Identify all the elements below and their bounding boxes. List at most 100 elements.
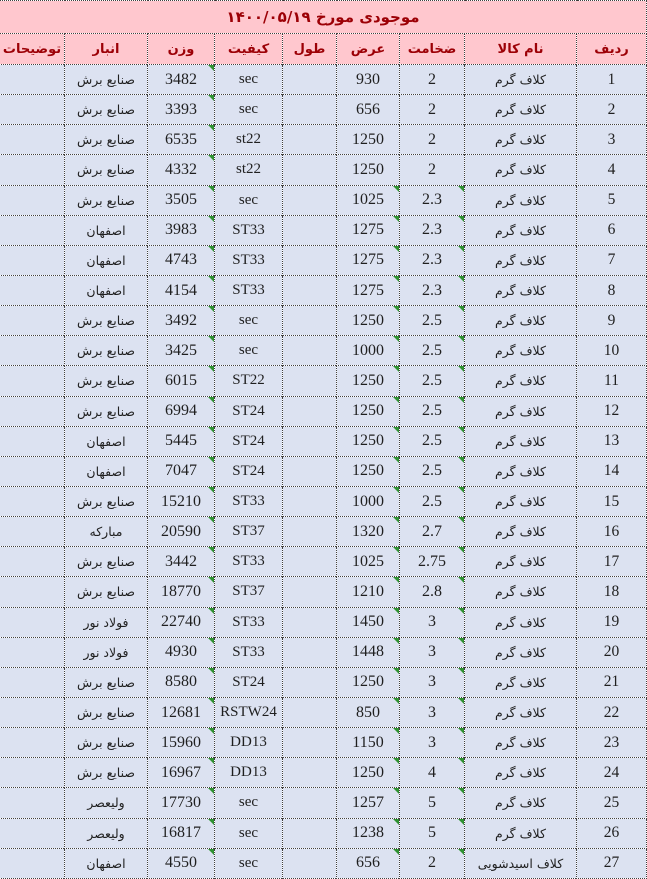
cell-weight[interactable]: 4550 (147, 847, 215, 879)
cell-item[interactable]: کلاف گرم (464, 606, 577, 638)
cell-warehouse[interactable]: فولاد نور (64, 606, 148, 638)
cell-quality[interactable]: ST24 (214, 666, 283, 698)
cell-warehouse[interactable]: صنایع برش (64, 305, 148, 337)
cell-width[interactable]: 1275 (336, 214, 400, 246)
cell-width[interactable]: 1210 (336, 576, 400, 608)
cell-notes[interactable] (0, 606, 65, 638)
cell-width[interactable]: 1250 (336, 757, 400, 789)
cell-thickness[interactable]: 3 (399, 696, 465, 729)
cell-thickness[interactable]: 5 (399, 817, 465, 849)
cell-thickness[interactable]: 2.5 (399, 305, 465, 337)
cell-radif[interactable]: 8 (576, 274, 647, 307)
cell-thickness[interactable]: 2.8 (399, 576, 465, 608)
cell-warehouse[interactable]: صنایع برش (64, 184, 148, 216)
cell-length[interactable] (282, 124, 337, 156)
cell-weight[interactable]: 16817 (147, 817, 215, 849)
cell-quality[interactable]: ST33 (214, 636, 283, 668)
cell-notes[interactable] (0, 244, 65, 276)
cell-notes[interactable] (0, 485, 65, 518)
cell-notes[interactable] (0, 365, 65, 397)
cell-width[interactable]: 1250 (336, 425, 400, 457)
cell-notes[interactable] (0, 576, 65, 608)
cell-width[interactable]: 1000 (336, 335, 400, 367)
cell-length[interactable] (282, 516, 337, 548)
cell-radif[interactable]: 10 (576, 335, 647, 367)
cell-item[interactable]: کلاف گرم (464, 305, 577, 337)
cell-length[interactable] (282, 184, 337, 216)
cell-thickness[interactable]: 2.75 (399, 546, 465, 578)
cell-warehouse[interactable]: اصفهان (64, 847, 148, 879)
cell-thickness[interactable]: 2.3 (399, 244, 465, 276)
cell-item[interactable]: کلاف گرم (464, 244, 577, 276)
cell-radif[interactable]: 7 (576, 244, 647, 276)
cell-warehouse[interactable]: صنایع برش (64, 757, 148, 789)
cell-quality[interactable]: sec (214, 63, 283, 96)
cell-item[interactable]: کلاف گرم (464, 636, 577, 668)
cell-notes[interactable] (0, 516, 65, 548)
cell-length[interactable] (282, 305, 337, 337)
cell-length[interactable] (282, 696, 337, 729)
cell-item[interactable]: کلاف اسیدشویی (464, 847, 577, 879)
cell-notes[interactable] (0, 124, 65, 156)
cell-length[interactable] (282, 274, 337, 307)
cell-thickness[interactable]: 2 (399, 63, 465, 96)
cell-item[interactable]: کلاف گرم (464, 365, 577, 397)
cell-quality[interactable]: sec (214, 847, 283, 879)
cell-width[interactable]: 1450 (336, 606, 400, 638)
cell-notes[interactable] (0, 184, 65, 216)
cell-item[interactable]: کلاف گرم (464, 124, 577, 156)
cell-radif[interactable]: 17 (576, 546, 647, 578)
cell-item[interactable]: کلاف گرم (464, 184, 577, 216)
cell-thickness[interactable]: 2.3 (399, 214, 465, 246)
cell-item[interactable]: کلاف گرم (464, 274, 577, 307)
cell-length[interactable] (282, 365, 337, 397)
cell-warehouse[interactable]: صنایع برش (64, 94, 148, 126)
cell-weight[interactable]: 4743 (147, 244, 215, 276)
cell-width[interactable]: 1000 (336, 485, 400, 518)
cell-notes[interactable] (0, 787, 65, 819)
column-header-quality[interactable]: کیفیت (214, 33, 283, 65)
cell-width[interactable]: 656 (336, 94, 400, 126)
cell-thickness[interactable]: 2 (399, 124, 465, 156)
cell-warehouse[interactable]: ولیعصر (64, 787, 148, 819)
cell-width[interactable]: 1275 (336, 244, 400, 276)
cell-radif[interactable]: 13 (576, 425, 647, 457)
cell-item[interactable]: کلاف گرم (464, 757, 577, 789)
cell-warehouse[interactable]: ولیعصر (64, 817, 148, 849)
cell-warehouse[interactable]: صنایع برش (64, 63, 148, 96)
cell-warehouse[interactable]: اصفهان (64, 425, 148, 457)
cell-radif[interactable]: 9 (576, 305, 647, 337)
cell-width[interactable]: 930 (336, 63, 400, 96)
cell-quality[interactable]: ST37 (214, 576, 283, 608)
cell-quality[interactable]: DD13 (214, 727, 283, 759)
cell-notes[interactable] (0, 335, 65, 367)
cell-length[interactable] (282, 425, 337, 457)
column-header-width[interactable]: عرض (336, 33, 400, 65)
cell-warehouse[interactable]: صنایع برش (64, 154, 148, 186)
cell-radif[interactable]: 20 (576, 636, 647, 668)
cell-warehouse[interactable]: صنایع برش (64, 365, 148, 397)
cell-thickness[interactable]: 2.5 (399, 365, 465, 397)
cell-radif[interactable]: 16 (576, 516, 647, 548)
cell-width[interactable]: 656 (336, 847, 400, 879)
cell-notes[interactable] (0, 636, 65, 668)
cell-width[interactable]: 1250 (336, 124, 400, 156)
cell-warehouse[interactable]: اصفهان (64, 214, 148, 246)
cell-radif[interactable]: 15 (576, 485, 647, 518)
cell-length[interactable] (282, 154, 337, 186)
cell-thickness[interactable]: 3 (399, 636, 465, 668)
cell-length[interactable] (282, 335, 337, 367)
cell-length[interactable] (282, 485, 337, 518)
cell-width[interactable]: 1150 (336, 727, 400, 759)
cell-notes[interactable] (0, 63, 65, 96)
column-header-weight[interactable]: وزن (147, 33, 215, 65)
cell-thickness[interactable]: 2.5 (399, 485, 465, 518)
cell-quality[interactable]: RSTW24 (214, 696, 283, 729)
cell-thickness[interactable]: 2.3 (399, 184, 465, 216)
cell-radif[interactable]: 4 (576, 154, 647, 186)
cell-quality[interactable]: st22 (214, 124, 283, 156)
cell-width[interactable]: 1238 (336, 817, 400, 849)
cell-thickness[interactable]: 3 (399, 666, 465, 698)
cell-radif[interactable]: 25 (576, 787, 647, 819)
cell-weight[interactable]: 15960 (147, 727, 215, 759)
